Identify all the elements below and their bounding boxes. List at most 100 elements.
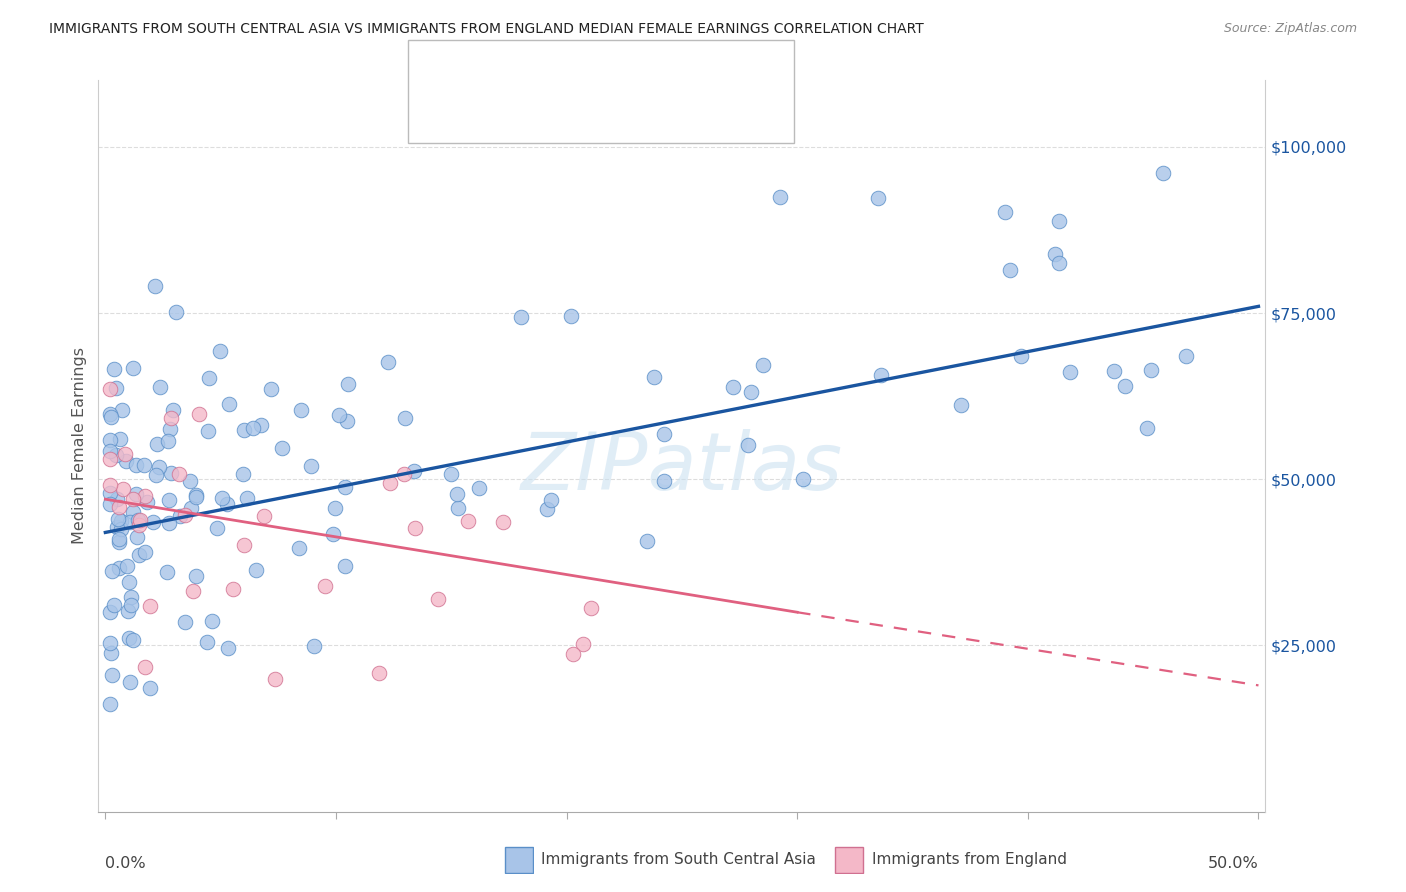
Point xyxy=(560,309,582,323)
Point xyxy=(114,447,136,461)
Point xyxy=(208,343,231,358)
Point xyxy=(128,549,150,563)
Point xyxy=(139,599,162,613)
Point xyxy=(159,466,181,480)
Point xyxy=(994,205,1017,219)
Point xyxy=(174,615,197,630)
Point xyxy=(143,279,166,293)
Point xyxy=(157,434,180,449)
Point xyxy=(217,640,239,655)
Point xyxy=(148,460,170,475)
Point xyxy=(540,492,562,507)
Point xyxy=(242,420,264,434)
Point xyxy=(174,508,197,522)
Point xyxy=(378,475,401,490)
Point xyxy=(1043,247,1066,261)
Point xyxy=(245,563,267,577)
Y-axis label: Median Female Earnings: Median Female Earnings xyxy=(72,348,87,544)
Point xyxy=(1010,349,1032,363)
Point xyxy=(260,382,283,396)
Point xyxy=(336,414,359,428)
Point xyxy=(201,615,224,629)
Point xyxy=(98,452,121,467)
Point xyxy=(870,368,893,382)
Point xyxy=(98,444,121,458)
Point xyxy=(142,515,165,529)
Point xyxy=(217,497,239,511)
Point xyxy=(253,509,276,524)
Point xyxy=(107,512,129,526)
Point xyxy=(571,637,593,651)
Point xyxy=(721,380,744,394)
Point xyxy=(1047,214,1070,228)
Point xyxy=(169,508,191,523)
Point xyxy=(949,398,972,412)
Point xyxy=(146,437,169,451)
Point xyxy=(108,561,131,575)
Point xyxy=(100,668,122,682)
Point xyxy=(145,467,167,482)
Point xyxy=(100,646,122,660)
Point xyxy=(446,487,468,501)
Point xyxy=(157,516,180,531)
Point xyxy=(181,583,204,598)
Point xyxy=(752,359,775,373)
Point xyxy=(125,458,148,472)
Point xyxy=(184,490,207,504)
Point xyxy=(103,362,125,376)
Point xyxy=(322,527,344,541)
Point xyxy=(1102,363,1125,377)
Point xyxy=(737,438,759,452)
Point xyxy=(125,530,148,544)
Point xyxy=(108,532,131,546)
Point xyxy=(1000,262,1022,277)
Point xyxy=(160,411,183,425)
Point xyxy=(120,598,142,612)
Text: IMMIGRANTS FROM SOUTH CENTRAL ASIA VS IMMIGRANTS FROM ENGLAND MEDIAN FEMALE EARN: IMMIGRANTS FROM SOUTH CENTRAL ASIA VS IM… xyxy=(49,22,924,37)
Point xyxy=(98,477,121,491)
Point xyxy=(197,635,219,649)
Point xyxy=(1152,166,1174,180)
Point xyxy=(207,521,229,535)
Point xyxy=(118,575,141,590)
Point xyxy=(105,519,128,533)
Point xyxy=(98,486,121,500)
Point xyxy=(1174,349,1197,363)
Point xyxy=(110,432,132,446)
Point xyxy=(115,559,138,574)
Point xyxy=(188,407,211,421)
Text: ZIPatlas: ZIPatlas xyxy=(520,429,844,507)
Text: Source: ZipAtlas.com: Source: ZipAtlas.com xyxy=(1223,22,1357,36)
Point xyxy=(112,482,135,496)
Point xyxy=(290,402,312,417)
Point xyxy=(111,402,134,417)
Point xyxy=(250,418,273,433)
Point xyxy=(184,488,207,502)
Point xyxy=(1136,421,1159,435)
Point xyxy=(98,407,121,421)
Point xyxy=(98,497,121,511)
Point xyxy=(1059,365,1081,379)
Point xyxy=(186,569,208,583)
Point xyxy=(468,481,491,495)
FancyBboxPatch shape xyxy=(430,51,458,82)
Point xyxy=(136,495,159,509)
Point xyxy=(232,538,254,552)
Point xyxy=(643,370,665,384)
Point xyxy=(1047,256,1070,270)
Point xyxy=(333,480,356,494)
Point xyxy=(536,502,558,516)
Point xyxy=(299,458,322,473)
Point xyxy=(162,402,184,417)
Point xyxy=(129,513,152,527)
Point xyxy=(561,647,583,661)
Point xyxy=(134,545,156,559)
Point xyxy=(104,381,127,395)
Point xyxy=(1114,379,1136,393)
Point xyxy=(127,513,149,527)
Point xyxy=(128,518,150,533)
Point xyxy=(302,639,325,653)
Point xyxy=(134,660,156,674)
Point xyxy=(98,433,121,447)
Point xyxy=(156,566,179,580)
